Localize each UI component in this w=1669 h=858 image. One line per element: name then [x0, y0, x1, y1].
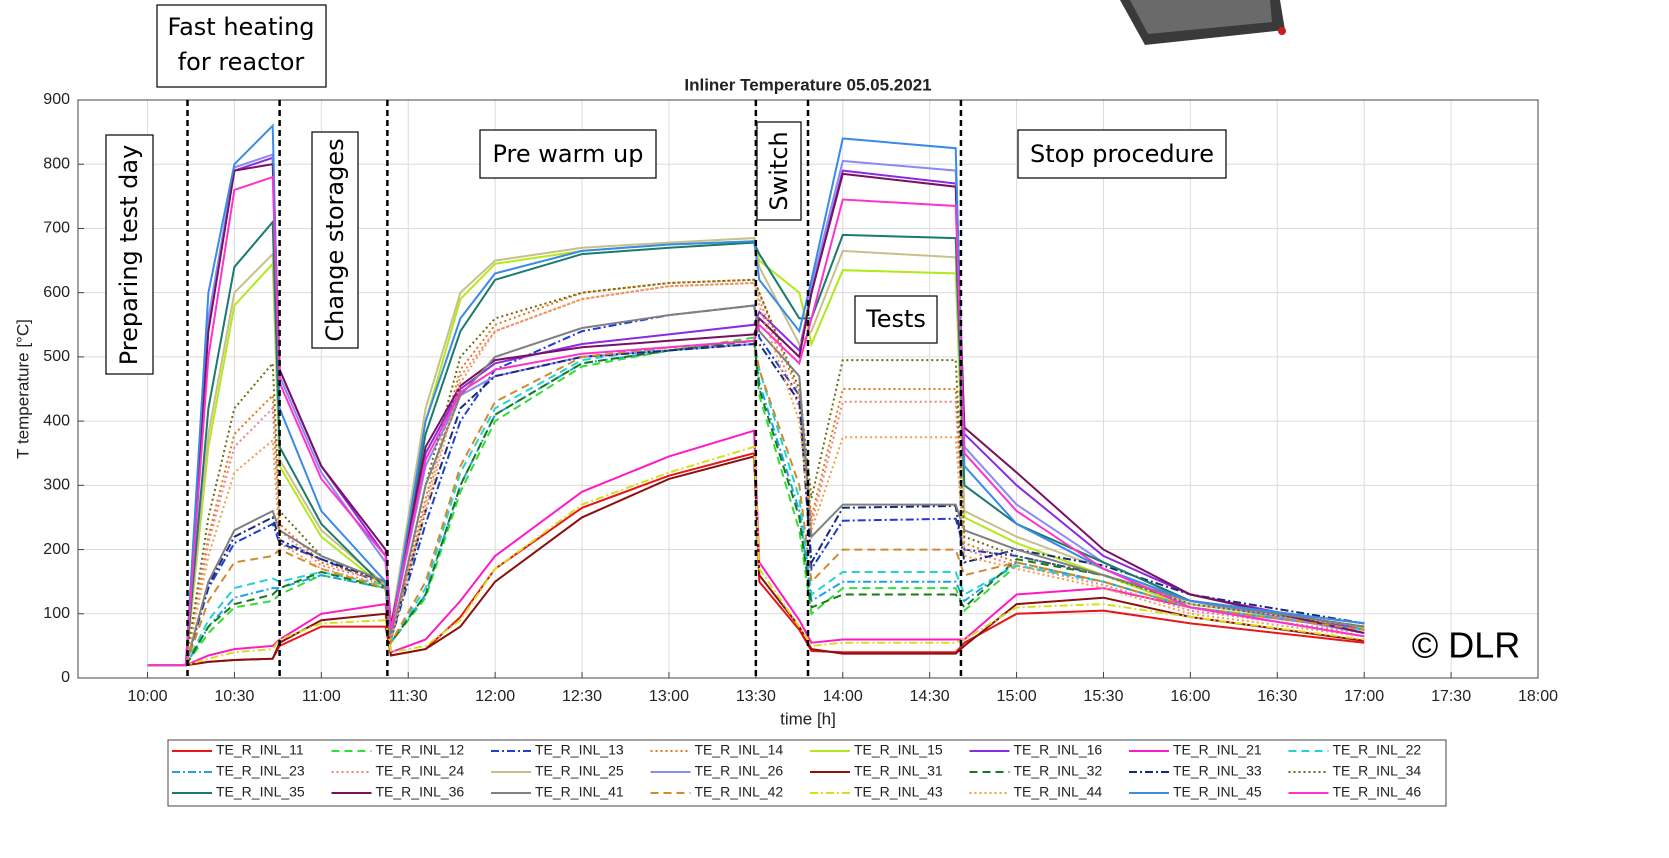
legend-label: TE_R_INL_42: [695, 784, 784, 800]
x-tick-label: 16:30: [1257, 688, 1297, 705]
legend-label: TE_R_INL_21: [1173, 742, 1262, 758]
legend-label: TE_R_INL_12: [376, 742, 465, 758]
annotation: Fast heating: [167, 13, 314, 41]
x-tick-label: 17:00: [1344, 688, 1384, 705]
y-tick-label: 600: [43, 284, 70, 301]
legend-label: TE_R_INL_26: [695, 763, 784, 779]
annotation: Tests: [865, 305, 926, 333]
x-tick-label: 13:30: [736, 688, 776, 705]
legend-label: TE_R_INL_45: [1173, 784, 1262, 800]
legend-label: TE_R_INL_15: [854, 742, 943, 758]
legend-label: TE_R_INL_16: [1014, 742, 1103, 758]
legend-label: TE_R_INL_31: [854, 763, 943, 779]
y-tick-label: 0: [61, 669, 70, 686]
annotation: Change storages: [321, 138, 349, 341]
x-tick-label: 14:30: [910, 688, 950, 705]
legend-label: TE_R_INL_22: [1333, 742, 1422, 758]
legend-label: TE_R_INL_13: [535, 742, 624, 758]
legend-label: TE_R_INL_43: [854, 784, 943, 800]
x-tick-label: 17:30: [1431, 688, 1471, 705]
x-tick-label: 11:30: [389, 688, 428, 705]
legend-label: TE_R_INL_25: [535, 763, 624, 779]
legend-label: TE_R_INL_34: [1333, 763, 1422, 779]
y-axis-label: T temperature [°C]: [13, 319, 32, 459]
legend-label: TE_R_INL_23: [216, 763, 305, 779]
y-tick-label: 100: [43, 605, 70, 622]
x-axis-label: time [h]: [780, 709, 836, 728]
y-tick-label: 800: [43, 155, 70, 172]
legend-label: TE_R_INL_44: [1014, 784, 1103, 800]
legend-label: TE_R_INL_14: [695, 742, 784, 758]
legend-label: TE_R_INL_32: [1014, 763, 1103, 779]
legend-label: TE_R_INL_24: [376, 763, 465, 779]
y-tick-label: 400: [43, 412, 70, 429]
x-tick-label: 15:00: [997, 688, 1037, 705]
y-tick-label: 300: [43, 477, 70, 494]
y-tick-label: 200: [43, 541, 70, 558]
legend-label: TE_R_INL_11: [216, 742, 304, 758]
legend-label: TE_R_INL_35: [216, 784, 305, 800]
x-tick-label: 12:30: [562, 688, 602, 705]
x-tick-label: 11:00: [302, 688, 341, 705]
annotation: Preparing test day: [115, 145, 143, 366]
x-tick-label: 18:00: [1518, 688, 1558, 705]
watermark: © DLR: [1412, 625, 1521, 666]
chart-title: Inliner Temperature 05.05.2021: [684, 75, 931, 94]
y-tick-label: 500: [43, 348, 70, 365]
annotation: for reactor: [178, 48, 305, 76]
annotation: Pre warm up: [492, 140, 643, 168]
legend-label: TE_R_INL_36: [376, 784, 465, 800]
annotation: Stop procedure: [1030, 140, 1214, 168]
x-tick-label: 10:00: [128, 688, 168, 705]
legend-label: TE_R_INL_41: [535, 784, 624, 800]
x-tick-label: 14:00: [823, 688, 863, 705]
y-tick-label: 700: [43, 220, 70, 237]
chart: Inliner Temperature 05.05.2021 time [h] …: [0, 0, 1669, 858]
x-tick-label: 12:00: [475, 688, 515, 705]
legend-label: TE_R_INL_33: [1173, 763, 1262, 779]
x-tick-label: 16:00: [1170, 688, 1210, 705]
x-tick-label: 10:30: [214, 688, 254, 705]
x-tick-label: 13:00: [649, 688, 689, 705]
apparatus-sketch: [1120, 0, 1286, 45]
x-tick-label: 15:30: [1083, 688, 1123, 705]
annotation: Switch: [765, 131, 793, 210]
y-tick-label: 900: [43, 91, 70, 108]
legend-label: TE_R_INL_46: [1333, 784, 1422, 800]
